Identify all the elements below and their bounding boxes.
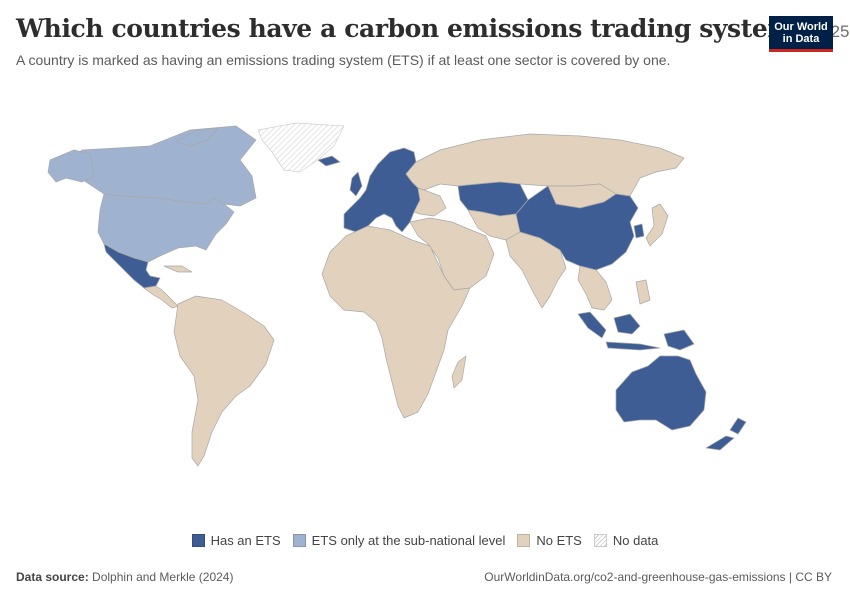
region-iceland[interactable] (317, 155, 341, 167)
legend-swatch-no-ets (517, 534, 531, 547)
region-alaska[interactable] (47, 149, 95, 183)
source-label: Data source: (16, 570, 89, 584)
region-new-zealand-south[interactable] (705, 435, 735, 451)
region-eastern-europe[interactable] (413, 187, 447, 217)
region-papua-new-guinea[interactable] (663, 329, 695, 351)
owid-logo[interactable]: Our World in Data (769, 16, 833, 52)
region-madagascar[interactable] (451, 355, 467, 389)
region-mexico[interactable] (103, 243, 161, 289)
chart-title: Which countries have a carbon emissions … (16, 14, 850, 43)
map-legend: Has an ETS ETS only at the sub-national l… (0, 533, 850, 548)
region-philippines[interactable] (635, 279, 651, 305)
region-south-america[interactable] (173, 295, 275, 467)
logo-line-1: Our World (774, 21, 828, 33)
region-southeast-asia[interactable] (577, 265, 613, 311)
legend-swatch-no-data (593, 534, 607, 547)
region-indonesia-borneo-java[interactable] (613, 313, 641, 335)
legend-swatch-has-ets (191, 534, 205, 547)
legend-label: Has an ETS (210, 533, 281, 548)
region-greenland[interactable] (257, 122, 345, 173)
region-australia[interactable] (615, 355, 707, 431)
region-russia[interactable] (405, 133, 685, 197)
region-africa[interactable] (321, 225, 471, 419)
region-canada-arctic-islands[interactable] (175, 127, 219, 147)
legend-item-no-ets[interactable]: No ETS (517, 533, 582, 548)
legend-label: No ETS (536, 533, 582, 548)
region-europe-ets[interactable] (343, 147, 421, 233)
legend-label: ETS only at the sub-national level (311, 533, 506, 548)
chart-subtitle: A country is marked as having an emissio… (16, 52, 671, 68)
legend-item-no-data[interactable]: No data (593, 533, 659, 548)
legend-label: No data (612, 533, 659, 548)
logo-line-2: in Data (782, 33, 820, 45)
title-text: Which countries have a carbon emissions … (16, 14, 808, 43)
region-cuba[interactable] (163, 265, 193, 273)
region-central-america[interactable] (143, 285, 179, 309)
region-japan[interactable] (645, 203, 669, 247)
legend-swatch-subnational (292, 534, 306, 547)
source-text[interactable]: Dolphin and Merkle (2024) (92, 570, 234, 584)
region-indonesia-java[interactable] (605, 341, 661, 351)
region-new-zealand[interactable] (729, 417, 747, 435)
region-china[interactable] (515, 185, 639, 271)
legend-item-subnational[interactable]: ETS only at the sub-national level (292, 533, 506, 548)
legend-item-has-ets[interactable]: Has an ETS (191, 533, 281, 548)
region-united-kingdom[interactable] (349, 171, 363, 197)
region-indonesia-sumatra[interactable] (577, 311, 607, 339)
region-south-korea[interactable] (633, 223, 645, 239)
source-credit[interactable]: OurWorldinData.org/co2-and-greenhouse-ga… (484, 570, 832, 584)
world-map (47, 122, 747, 467)
data-source: Data source: Dolphin and Merkle (2024) (16, 570, 233, 584)
